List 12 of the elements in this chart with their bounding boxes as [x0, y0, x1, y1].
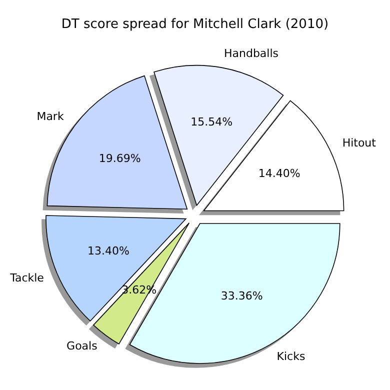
- slice-label: Tackle: [9, 271, 44, 284]
- data-label: 33.36%: [220, 289, 263, 302]
- slice-label: Goals: [66, 340, 98, 353]
- data-label: 15.54%: [190, 116, 233, 129]
- data-label: 19.69%: [98, 152, 141, 165]
- data-label: 13.40%: [88, 244, 130, 258]
- slice-label: Handballs: [224, 46, 279, 60]
- chart-title: DT score spread for Mitchell Clark (2010): [61, 17, 329, 32]
- data-label: 14.40%: [258, 167, 300, 180]
- slice-label: Mark: [36, 110, 64, 123]
- slice-label: Kicks: [276, 350, 306, 363]
- slice-label: Hitout: [342, 136, 377, 150]
